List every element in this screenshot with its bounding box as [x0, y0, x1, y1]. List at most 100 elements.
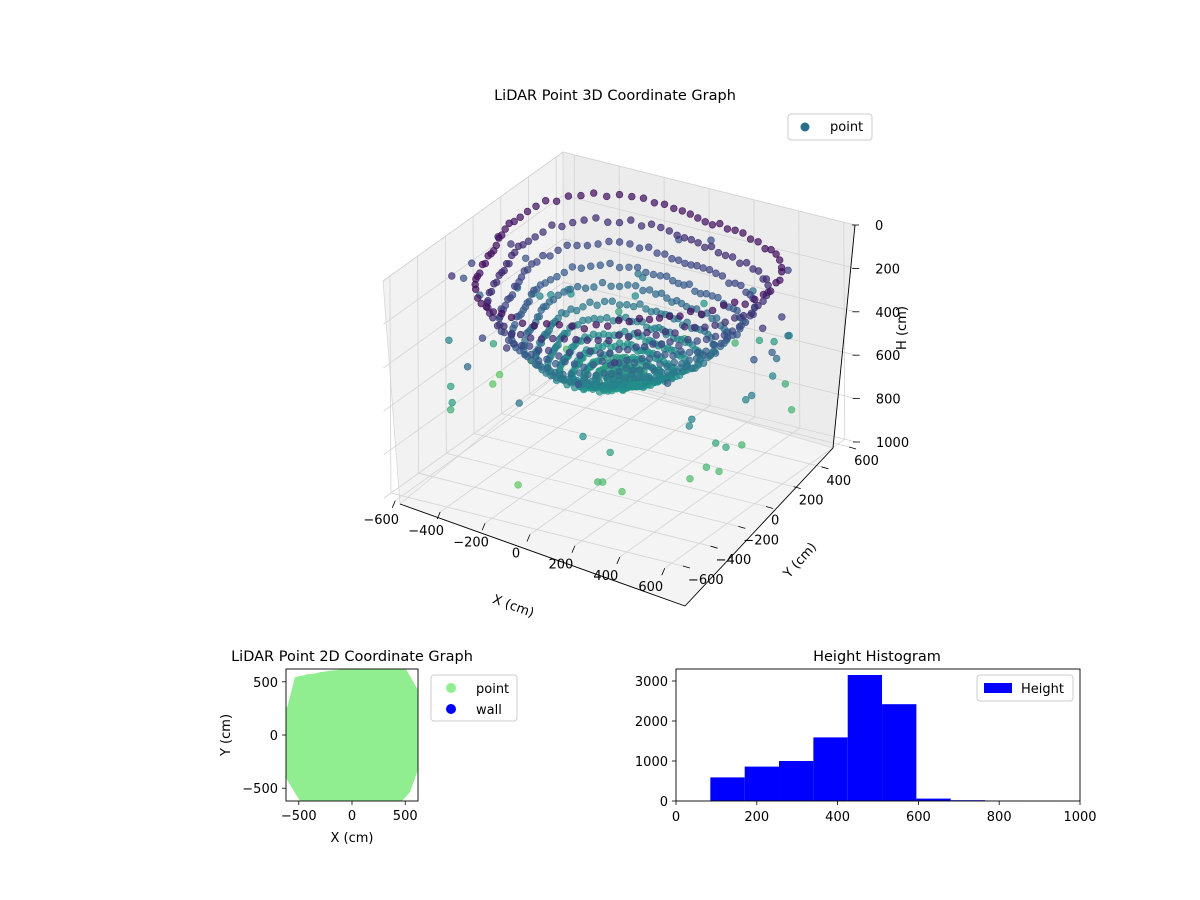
lidar-point — [750, 356, 758, 364]
lidar-point — [685, 356, 693, 364]
lidar-point — [655, 314, 664, 322]
lidar-point — [586, 262, 595, 270]
lidar-point — [711, 332, 720, 341]
lidar-point — [608, 297, 616, 305]
lidar-point — [532, 202, 540, 211]
lidar-point — [647, 220, 656, 228]
lidar-point — [662, 272, 671, 280]
lidar-point — [702, 335, 711, 344]
lidar-point — [521, 254, 530, 262]
lidar-point — [665, 227, 673, 235]
y-tick-mark — [682, 565, 691, 569]
lidar-point — [523, 207, 532, 216]
y-axis-label-2d: Y (cm) — [219, 714, 234, 757]
lidar-point — [558, 222, 566, 231]
lidar-point — [586, 347, 594, 355]
lidar-point — [652, 331, 660, 339]
lidar-point — [568, 322, 576, 330]
lidar-point — [594, 336, 602, 344]
legend-histogram: Height — [976, 674, 1074, 702]
lidar-point — [701, 323, 709, 331]
lidar-point — [717, 339, 725, 348]
lidar-point — [639, 194, 648, 202]
lidar-point — [692, 355, 701, 363]
lidar-point — [615, 263, 624, 272]
lidar-point — [775, 256, 784, 264]
lidar-point — [721, 251, 730, 260]
lidar-point — [737, 281, 745, 290]
point-cloud-3d — [445, 189, 796, 496]
lidar-point — [606, 259, 614, 268]
lidar-point — [656, 360, 664, 368]
lidar-point — [661, 328, 670, 336]
lidar-point — [573, 282, 582, 291]
lidar-point — [576, 351, 584, 359]
lidar-point — [649, 364, 657, 373]
lidar-point — [590, 283, 598, 291]
grid-line — [389, 276, 392, 494]
chart-2d-title: LiDAR Point 2D Coordinate Graph — [231, 649, 473, 665]
lidar-point — [754, 238, 762, 246]
lidar-point — [657, 289, 666, 297]
x-tick-label: 600 — [638, 580, 663, 595]
lidar-point — [670, 204, 678, 213]
lidar-point — [711, 439, 720, 447]
lidar-point — [502, 260, 511, 268]
lidar-point — [501, 225, 509, 233]
lidar-point — [536, 292, 544, 300]
y-tick-label: 600 — [854, 454, 879, 469]
lidar-point — [657, 223, 665, 232]
lidar-point — [567, 370, 575, 378]
lidar-point — [448, 398, 456, 407]
lidar-point — [489, 380, 497, 388]
lidar-point — [622, 364, 630, 372]
lidar-point — [663, 362, 671, 370]
lidar-point — [495, 370, 504, 379]
lidar-point — [588, 377, 596, 385]
lidar-point — [579, 303, 587, 311]
lidar-point — [593, 301, 601, 309]
y-tick-label-2d: 500 — [253, 676, 278, 691]
lidar-point — [639, 286, 647, 295]
lidar-point — [700, 299, 708, 308]
x-tick-label-hist: 200 — [744, 810, 769, 825]
grid-line — [383, 281, 564, 412]
lidar-point — [650, 199, 659, 207]
lidar-point — [579, 316, 587, 325]
lidar-point — [762, 275, 771, 283]
lidar-point — [600, 297, 609, 306]
lidar-point — [644, 243, 653, 251]
lidar-point — [772, 279, 780, 287]
lidar-point — [640, 343, 649, 351]
lidar-point — [725, 279, 733, 287]
lidar-point — [758, 324, 767, 332]
lidar-point — [594, 240, 602, 248]
lidar-point — [541, 197, 550, 205]
lidar-point — [742, 259, 751, 267]
lidar-point — [584, 371, 592, 379]
lidar-point — [560, 335, 568, 343]
lidar-point — [657, 368, 665, 376]
lidar-point — [767, 246, 775, 254]
lidar-point — [566, 285, 575, 293]
y-tick-mark — [793, 486, 801, 490]
y-tick-label-hist: 3000 — [635, 675, 668, 690]
lidar-point — [503, 344, 511, 352]
lidar-point — [490, 280, 498, 288]
lidar-point — [702, 347, 710, 355]
lidar-point — [761, 245, 769, 253]
x-tick-label: −400 — [408, 524, 444, 539]
lidar-point — [766, 287, 775, 295]
z-tick-label: 800 — [876, 393, 901, 408]
lidar-point — [714, 293, 722, 302]
lidar-point — [674, 256, 683, 264]
lidar-point — [657, 340, 666, 348]
lidar-point — [711, 321, 719, 329]
legend-3d-label: point — [830, 120, 863, 135]
lidar-point — [447, 406, 455, 414]
lidar-point — [666, 338, 674, 346]
lidar-point — [772, 250, 780, 258]
lidar-point — [568, 263, 577, 271]
lidar-point — [754, 301, 762, 310]
lidar-point — [515, 399, 523, 407]
